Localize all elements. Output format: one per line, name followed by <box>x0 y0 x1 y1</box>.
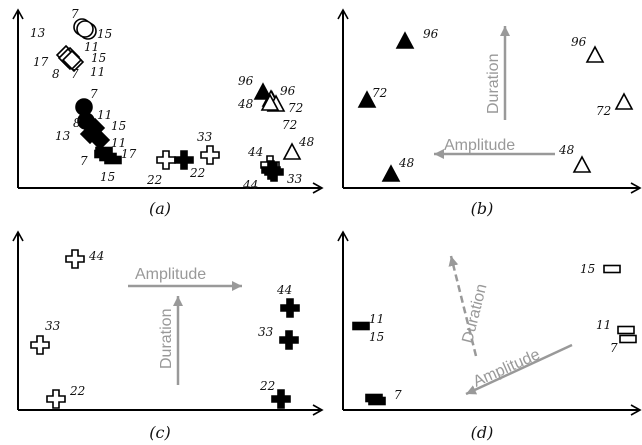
panel-d-amplitude-label: Amplitude <box>471 346 543 391</box>
panel-a-point-label: 17 <box>121 147 137 161</box>
panel-c-duration-label: Duration <box>158 309 175 369</box>
panel-a-hollow-triangle-point <box>284 144 300 159</box>
panel-d-point-label: 15 <box>369 330 384 344</box>
panel-b-hollow-triangle-point <box>574 157 590 172</box>
panel-a-point-label: 22 <box>189 166 205 180</box>
panel-b-point-label: 96 <box>423 27 439 41</box>
panel-a-point-label: 96 <box>238 74 254 88</box>
panel-b-duration-label: Duration <box>485 54 502 114</box>
panel-a-point-label: 44 <box>247 145 263 159</box>
panel-c-point-label: 22 <box>259 379 275 393</box>
panel-a-point-label: 22 <box>146 173 162 187</box>
panel-a-point-label: 7 <box>80 154 88 168</box>
panel-a-point-label: 11 <box>90 65 105 79</box>
panel-c-point-label: 44 <box>88 249 104 263</box>
panel-c-amplitude-label: Amplitude <box>135 266 206 283</box>
panel-a-filled-bar-point <box>96 148 112 155</box>
panel-d-caption: (d) <box>471 423 494 442</box>
panel-a-point-label: 17 <box>33 55 49 69</box>
panel-a-point-label: 11 <box>84 40 99 54</box>
panel-c-hollow-cross-point <box>31 336 49 354</box>
panel-b-point-label: 48 <box>558 143 575 157</box>
panel-c-caption: (c) <box>149 423 170 442</box>
panel-c-filled-cross-point <box>281 299 299 317</box>
panel-a-hollow-cross-point <box>201 146 219 164</box>
panel-a-point-label: 13 <box>30 26 46 40</box>
panel-a-point-label: 7 <box>90 87 98 101</box>
panel-a-point-label: 96 <box>280 84 296 98</box>
panel-c-point-label: 33 <box>45 319 61 333</box>
panel-a-point-label: 7 <box>71 7 79 21</box>
panel-c-hollow-cross-point <box>66 250 84 268</box>
panel-a-point-label: 72 <box>288 101 303 115</box>
panel-a-point-label: 33 <box>197 130 213 144</box>
panel-a-point-label: 13 <box>55 129 71 143</box>
panel-a-point-label: 44 <box>242 178 258 192</box>
panel-a-point-label: 8 <box>52 67 60 81</box>
panel-d-hollow-bar-point <box>618 327 634 334</box>
panel-a-point-label: 33 <box>287 172 303 186</box>
panel-b-point-label: 96 <box>571 35 587 49</box>
panel-b-hollow-triangle-point <box>587 47 603 62</box>
panel-d-point-label: 7 <box>394 388 402 402</box>
panel-b-amplitude-label: Amplitude <box>444 137 515 154</box>
panel-d-filled-bar-point <box>366 395 382 402</box>
panel-a-point-label: 11 <box>97 108 112 122</box>
panel-c-point-label: 44 <box>276 283 292 297</box>
panel-a-point-label: 8 <box>73 116 81 130</box>
panel-a-point-label: 48 <box>298 135 315 149</box>
panel-d-hollow-bar-point <box>604 266 620 273</box>
panel-b-hollow-triangle-point <box>616 94 632 109</box>
panel-b-point-label: 48 <box>398 156 415 170</box>
panel-c-hollow-cross-point <box>47 390 65 408</box>
panel-a-point-label: 48 <box>237 97 254 111</box>
panel-a-point-label: 15 <box>111 119 126 133</box>
panel-a-point-label: 15 <box>97 27 112 41</box>
panel-c-filled-cross-point <box>280 331 298 349</box>
panel-a-point-label: 15 <box>100 170 115 184</box>
panel-d-point-label: 11 <box>596 318 611 332</box>
panel-b-point-label: 72 <box>596 104 611 118</box>
panel-d: (d) Duration Amplitude <box>343 232 640 442</box>
panel-b-filled-triangle-point <box>397 33 413 48</box>
panel-c-point-label: 22 <box>69 384 85 398</box>
panel-c-point-label: 33 <box>258 325 274 339</box>
panel-d-point-label: 7 <box>610 341 618 355</box>
panel-a-filled-bar-point <box>105 157 121 164</box>
panel-d-point-label: 11 <box>369 312 384 326</box>
panel-a: (a) <box>18 10 322 218</box>
panel-d-filled-bar-point <box>353 323 369 330</box>
panel-b-caption: (b) <box>471 199 494 218</box>
panel-b-point-label: 72 <box>372 86 387 100</box>
panel-a-point-label: 72 <box>282 118 297 132</box>
panel-d-hollow-bar-point <box>620 336 636 343</box>
panel-a-caption: (a) <box>149 199 171 218</box>
panel-b-filled-triangle-point <box>383 166 399 181</box>
panel-d-duration-label: Duration <box>459 282 490 345</box>
panel-a-hollow-cross-point <box>157 151 175 169</box>
panel-a-hollow-circle-point <box>77 21 93 37</box>
panel-c: (c) Amplitude Duration <box>18 232 322 442</box>
panel-d-point-label: 15 <box>580 262 595 276</box>
